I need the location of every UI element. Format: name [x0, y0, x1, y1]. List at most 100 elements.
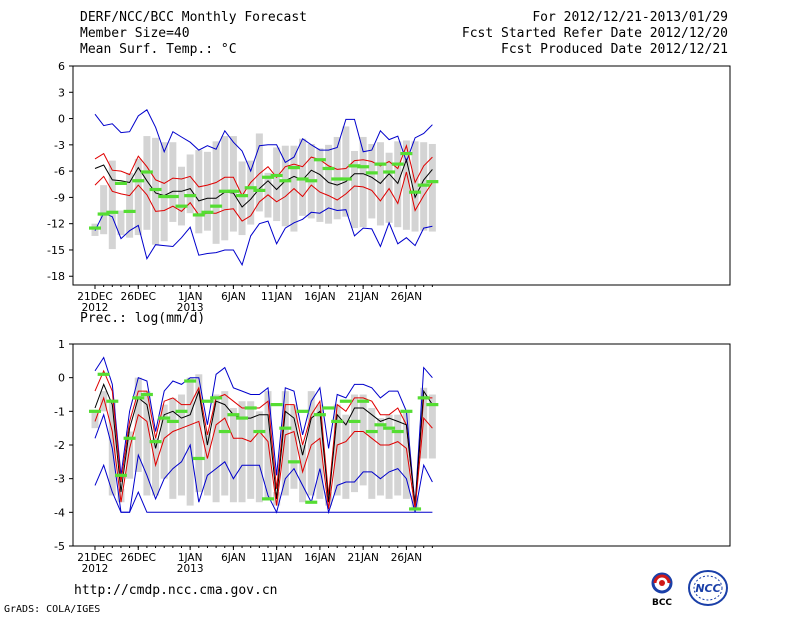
temp-range-box — [117, 210, 125, 236]
temp-panel-title: Mean Surf. Temp.: °C — [80, 42, 237, 57]
temp-y-tick-label: -9 — [54, 191, 65, 204]
temp-observed-marker — [417, 183, 430, 187]
prec-range-box — [316, 404, 324, 499]
prec-observed-marker — [391, 429, 404, 434]
prec-range-box — [195, 374, 203, 493]
temp-range-box — [178, 166, 185, 226]
temp-observed-marker — [426, 180, 439, 184]
prec-line-mean — [94, 383, 433, 506]
prec-y-tick-label: -5 — [54, 540, 65, 553]
prec-range-box — [307, 391, 315, 496]
temp-observed-marker — [227, 189, 240, 193]
prec-observed-marker — [106, 399, 119, 403]
temp-range-box — [394, 141, 402, 228]
temp-observed-marker — [166, 194, 179, 199]
prec-observed-marker — [322, 406, 335, 410]
temp-line-meansd — [94, 171, 433, 222]
prec-y-tick-label: -2 — [54, 439, 65, 452]
temp-line-min — [94, 207, 433, 267]
prec-x-tick-label: 21JAN — [347, 552, 378, 564]
temp-x-tick-label: 11JAN — [261, 291, 292, 303]
fcst-started-date: Fcst Started Refer Date 2012/12/20 — [461, 26, 728, 41]
prec-range-box — [221, 391, 229, 496]
prec-observed-marker — [158, 416, 171, 420]
temp-observed-marker — [322, 166, 335, 171]
bcc-logo-icon: BCC — [651, 572, 673, 608]
temp-range-box — [273, 147, 281, 222]
temp-observed-marker — [149, 187, 162, 192]
grads-credit: GrADS: COLA/IGES — [4, 604, 101, 615]
prec-range-box — [359, 394, 367, 486]
prec-range-box — [247, 401, 255, 499]
temp-observed-marker — [106, 210, 119, 214]
prec-observed-marker — [417, 396, 430, 400]
prec-range-box — [126, 431, 134, 479]
prec-range-box — [238, 401, 246, 503]
temp-x-tick-year: 2013 — [177, 302, 204, 314]
prec-observed-marker — [89, 409, 101, 413]
prec-observed-marker — [166, 419, 179, 424]
temp-range-box — [325, 144, 333, 224]
temp-observed-marker — [192, 213, 205, 217]
prec-observed-marker — [348, 419, 361, 424]
prec-range-box — [169, 397, 177, 499]
temp-range-box — [160, 142, 168, 242]
prec-line-max — [94, 356, 433, 506]
prec-x-tick-label: 11JAN — [261, 552, 292, 564]
temp-observed-marker — [339, 177, 352, 181]
temp-range-box — [351, 150, 358, 229]
prec-observed-marker — [140, 392, 153, 397]
temp-observed-marker — [400, 152, 413, 156]
prec-line-min — [94, 413, 433, 515]
temp-observed-marker — [236, 194, 249, 198]
temp-x-tick-label: 26DEC — [121, 291, 156, 303]
prec-observed-marker — [305, 500, 318, 504]
temp-observed-marker — [89, 226, 101, 230]
prec-range-box — [255, 411, 263, 503]
prec-y-tick-label: -1 — [54, 405, 65, 418]
temp-range-box — [299, 138, 307, 216]
prec-range-box — [100, 391, 108, 412]
prec-observed-marker — [400, 409, 413, 413]
temp-observed-marker — [201, 210, 214, 214]
prec-observed-marker — [132, 396, 145, 400]
temp-y-tick-label: 6 — [58, 60, 65, 73]
temp-observed-marker — [262, 175, 274, 179]
prec-observed-marker — [374, 423, 387, 427]
prec-observed-marker — [210, 396, 223, 400]
prec-x-tick-year: 2012 — [82, 563, 109, 575]
temp-x-tick-year: 2012 — [82, 302, 109, 314]
prec-observed-marker — [114, 473, 127, 477]
prec-range-box — [281, 391, 289, 496]
prec-panel-title: Prec.: log(mm/d) — [80, 311, 206, 326]
temp-range-box — [411, 141, 419, 232]
prec-y-tick-label: -4 — [54, 506, 65, 519]
temp-line-max — [94, 109, 433, 173]
temp-plot-frame — [72, 65, 731, 286]
temp-observed-marker — [140, 170, 153, 174]
temp-observed-marker — [175, 204, 188, 208]
temp-range-box — [368, 143, 376, 219]
prec-range-box — [342, 414, 350, 499]
prec-observed-marker — [313, 413, 326, 417]
prec-observed-marker — [123, 436, 136, 440]
prec-observed-marker — [383, 426, 396, 430]
ncc-logo-icon: NCC — [688, 570, 728, 606]
temp-observed-marker — [357, 165, 370, 169]
prec-line-meansd — [94, 369, 433, 506]
temp-observed-marker — [331, 177, 344, 181]
prec-observed-marker — [236, 416, 249, 420]
ncc-logo-text: NCC — [695, 582, 720, 595]
prec-range-box — [351, 394, 358, 493]
temp-x-tick-label: 26JAN — [391, 291, 422, 303]
prec-line-meansd — [94, 396, 433, 510]
temp-observed-marker — [374, 162, 387, 166]
prec-range-box — [212, 394, 220, 503]
temp-observed-marker — [114, 181, 127, 185]
footer-url[interactable]: http://cmdp.ncc.cma.gov.cn — [74, 583, 278, 598]
bcc-logo-text: BCC — [652, 598, 672, 608]
temp-x-tick-label: 6JAN — [221, 291, 246, 303]
prec-x-tick-label: 21DEC — [77, 552, 112, 564]
forecast-range: For 2012/12/21-2013/01/29 — [532, 10, 728, 25]
